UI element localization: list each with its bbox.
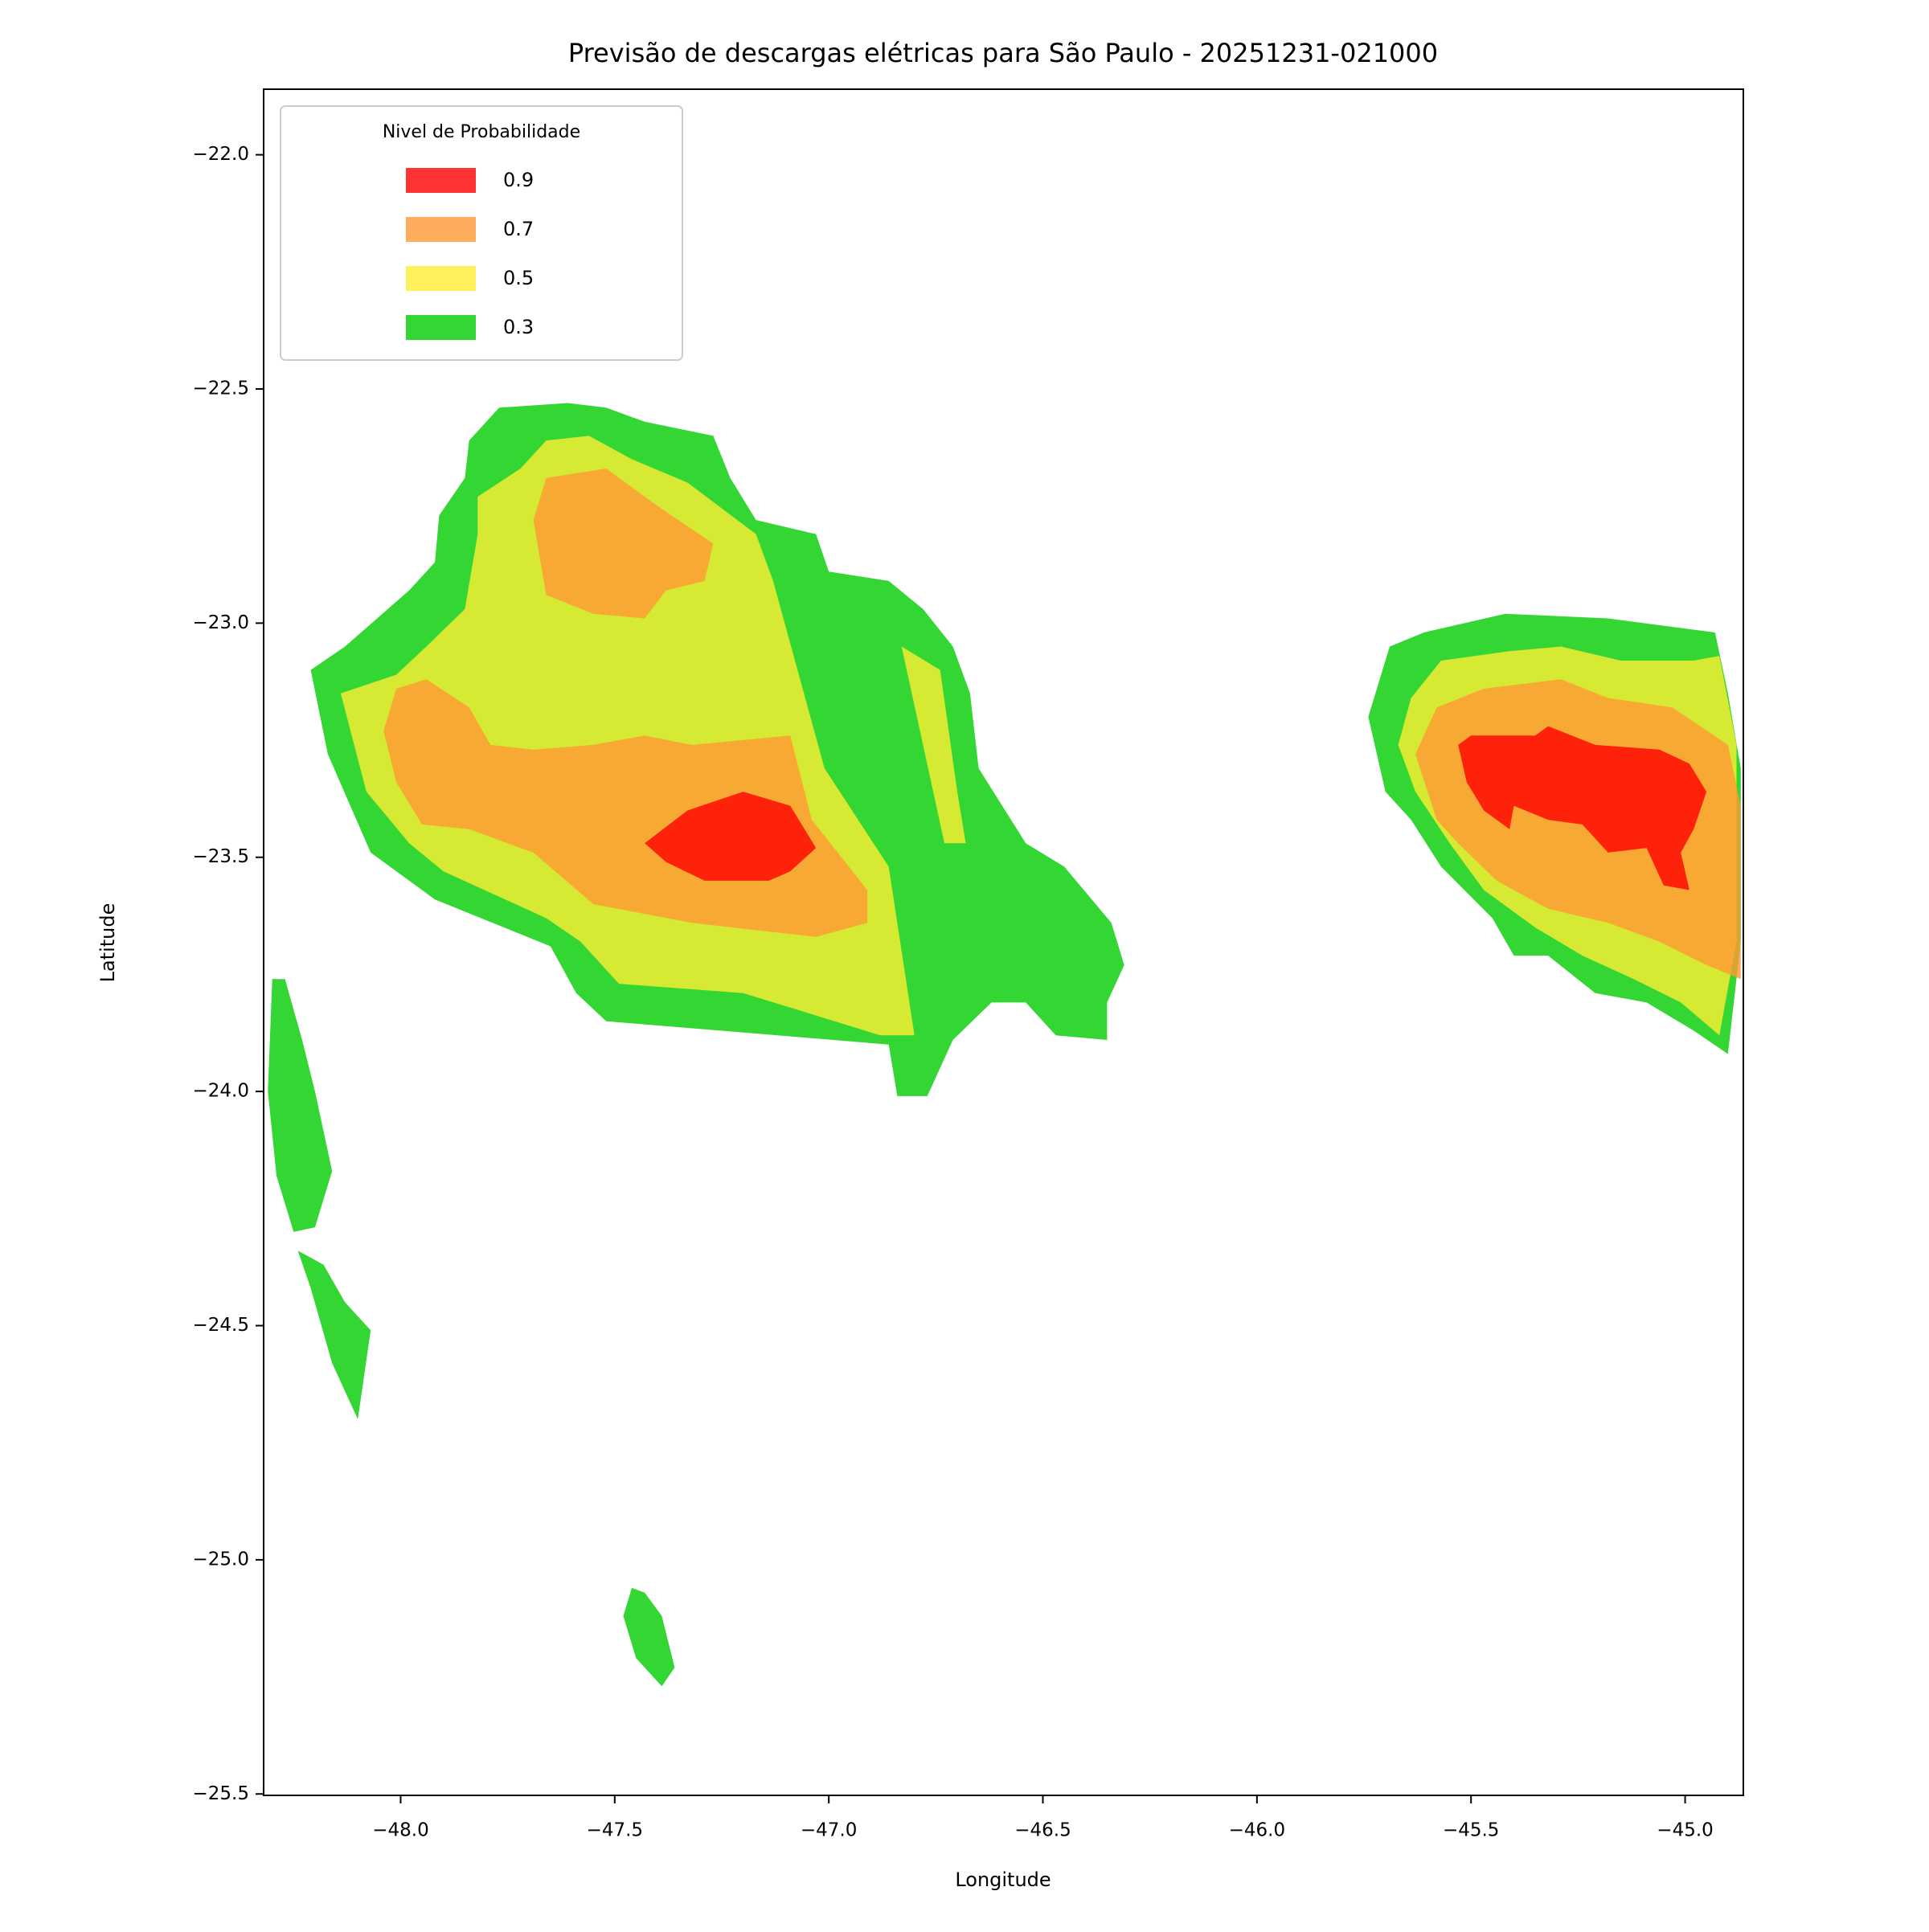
contour-region xyxy=(1458,726,1707,890)
y-tick-label: −22.0 xyxy=(193,144,249,165)
legend-label: 0.3 xyxy=(503,316,534,338)
legend-swatch xyxy=(406,168,476,193)
x-tick-label: −46.5 xyxy=(1014,1820,1071,1841)
x-tick-label: −47.0 xyxy=(801,1820,857,1841)
legend-title: Nivel de Probabilidade xyxy=(383,122,580,142)
x-tick-label: −45.0 xyxy=(1657,1820,1713,1841)
legend-label: 0.9 xyxy=(503,169,534,191)
legend-box xyxy=(280,105,683,361)
contour-region xyxy=(623,1587,675,1687)
x-tick-label: −47.5 xyxy=(587,1820,643,1841)
chart-title: Previsão de descargas elétricas para São… xyxy=(568,38,1438,68)
y-tick-label: −24.0 xyxy=(193,1081,249,1102)
x-tick-label: −48.0 xyxy=(372,1820,428,1841)
legend: Nivel de Probabilidade 0.9 0.7 0.5 0.3 xyxy=(280,105,683,361)
y-tick-label: −23.0 xyxy=(193,612,249,633)
contour-region xyxy=(901,646,966,844)
contour-region xyxy=(268,979,333,1232)
x-axis-label: Longitude xyxy=(955,1869,1051,1891)
y-tick-label: −23.5 xyxy=(193,846,249,867)
axes-frame xyxy=(263,88,1744,1796)
legend-swatch xyxy=(406,315,476,340)
legend-label: 0.5 xyxy=(503,267,534,289)
x-tick-label: −46.0 xyxy=(1229,1820,1285,1841)
y-tick-label: −25.5 xyxy=(193,1783,249,1804)
legend-swatch xyxy=(406,217,476,242)
y-tick-label: −25.0 xyxy=(193,1549,249,1570)
x-tick-label: −45.5 xyxy=(1443,1820,1499,1841)
contour-region xyxy=(297,1250,371,1419)
contour-layer xyxy=(268,403,1741,1687)
contour-region xyxy=(533,469,714,619)
legend-swatch xyxy=(406,266,476,291)
y-tick-label: −24.5 xyxy=(193,1315,249,1336)
y-tick-label: −22.5 xyxy=(193,378,249,399)
legend-label: 0.7 xyxy=(503,218,534,240)
y-axis-label: Latitude xyxy=(96,903,119,983)
contour-region xyxy=(645,792,817,881)
